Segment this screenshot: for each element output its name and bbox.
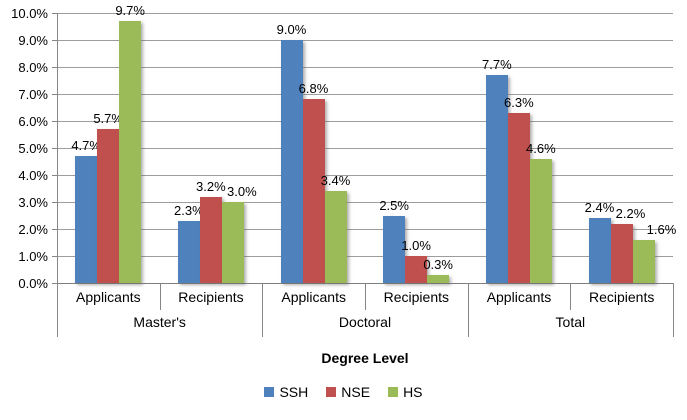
bar-ssh <box>383 215 406 283</box>
y-axis-tick <box>52 39 57 41</box>
y-axis-tick-label: 7.0% <box>18 87 48 102</box>
bar-value-label: 1.6% <box>646 221 677 237</box>
y-axis-line <box>57 13 58 337</box>
bar-value-label: 3.0% <box>227 184 257 199</box>
bar-hs <box>427 274 450 283</box>
bar-value-label: 1.0% <box>401 238 431 253</box>
category-label: Applicants <box>76 289 141 305</box>
bar-hs <box>530 158 552 283</box>
y-axis-tick-label: 10.0% <box>11 6 48 21</box>
group-label: Doctoral <box>338 314 392 330</box>
group-label: Master's <box>133 314 186 330</box>
bar-nse <box>405 256 428 283</box>
bar-value-label: 6.3% <box>504 94 534 110</box>
y-gridline <box>57 120 673 122</box>
category-separator <box>159 283 161 310</box>
legend-item-hs: HS <box>388 384 423 400</box>
category-label: Recipients <box>383 289 450 305</box>
bar-hs <box>324 191 347 283</box>
y-gridline <box>57 147 673 149</box>
bar-nse <box>610 223 633 283</box>
bar-ssh <box>75 156 98 283</box>
bar-value-label: 9.0% <box>276 22 307 37</box>
y-axis-tick <box>52 12 57 14</box>
y-gridline <box>57 39 673 41</box>
bar-hs <box>222 202 244 283</box>
legend-item-nse: NSE <box>326 384 370 400</box>
y-axis-tick-label: 2.0% <box>18 222 48 237</box>
x-axis-title: Degree Level <box>321 350 409 366</box>
y-gridline <box>57 12 673 14</box>
bar-value-label: 7.7% <box>482 57 512 73</box>
y-axis-tick-label: 4.0% <box>18 168 48 183</box>
category-separator <box>365 283 366 310</box>
bar-value-label: 4.7% <box>71 138 101 154</box>
y-gridline <box>57 201 673 203</box>
y-axis-tick-label: 0.0% <box>18 276 48 291</box>
bar-ssh <box>280 40 303 283</box>
bar-value-label: 2.4% <box>584 200 615 216</box>
bar-nse <box>508 112 530 283</box>
category-label: Recipients <box>178 289 244 305</box>
group-separator <box>262 283 264 337</box>
bar-value-label: 3.2% <box>196 178 226 194</box>
category-separator <box>570 283 572 310</box>
bar-value-label: 5.7% <box>93 111 123 127</box>
legend: SSH NSE HS <box>0 384 687 400</box>
bar-value-label: 6.8% <box>298 81 329 97</box>
bar-value-label: 0.3% <box>423 256 453 272</box>
y-axis-tick-label: 5.0% <box>18 141 48 156</box>
y-axis-tick <box>52 93 57 95</box>
bar-nse <box>302 99 325 283</box>
y-axis-tick <box>52 66 57 68</box>
bar-value-label: 4.6% <box>526 140 556 156</box>
legend-label: SSH <box>279 384 309 400</box>
y-axis-tick <box>52 228 57 230</box>
bar-value-label: 9.7% <box>115 3 145 19</box>
legend-swatch-icon <box>264 387 275 397</box>
y-axis-tick-label: 9.0% <box>18 33 48 48</box>
y-gridline <box>57 93 673 95</box>
y-axis-tick-label: 6.0% <box>18 114 48 129</box>
y-axis-tick <box>52 201 57 203</box>
category-label: Applicants <box>281 289 346 305</box>
y-axis-tick <box>52 147 57 149</box>
y-axis-tick <box>52 282 57 284</box>
bar-value-label: 3.4% <box>320 173 351 189</box>
legend-swatch-icon <box>388 387 399 397</box>
bar-value-label: 2.2% <box>615 205 646 221</box>
bar-value-label: 2.5% <box>379 197 409 213</box>
y-axis-tick-label: 1.0% <box>18 249 48 264</box>
legend-item-ssh: SSH <box>264 384 308 400</box>
y-gridline <box>57 228 673 230</box>
y-axis-tick-label: 3.0% <box>18 195 48 210</box>
bar-ssh <box>178 220 200 283</box>
y-gridline <box>57 174 673 176</box>
y-axis-tick-label: 8.0% <box>18 60 48 75</box>
legend-swatch-icon <box>326 387 337 397</box>
group-separator <box>467 283 469 337</box>
bar-ssh <box>588 218 611 283</box>
legend-label: HS <box>403 384 423 400</box>
bar-nse <box>200 196 222 283</box>
bar-hs <box>119 21 142 283</box>
bar-nse <box>97 129 120 283</box>
bar-value-label: 2.3% <box>174 202 204 218</box>
y-axis-tick <box>52 255 57 257</box>
y-gridline <box>57 66 673 68</box>
group-separator <box>673 283 674 337</box>
legend-label: NSE <box>341 384 371 400</box>
group-label: Total <box>555 314 586 330</box>
y-gridline <box>57 255 673 257</box>
category-label: Applicants <box>486 289 552 305</box>
category-label: Recipients <box>588 289 655 305</box>
bar-ssh <box>486 75 508 283</box>
bar-hs <box>632 239 655 283</box>
y-axis-tick <box>52 120 57 122</box>
y-axis-tick <box>52 174 57 176</box>
